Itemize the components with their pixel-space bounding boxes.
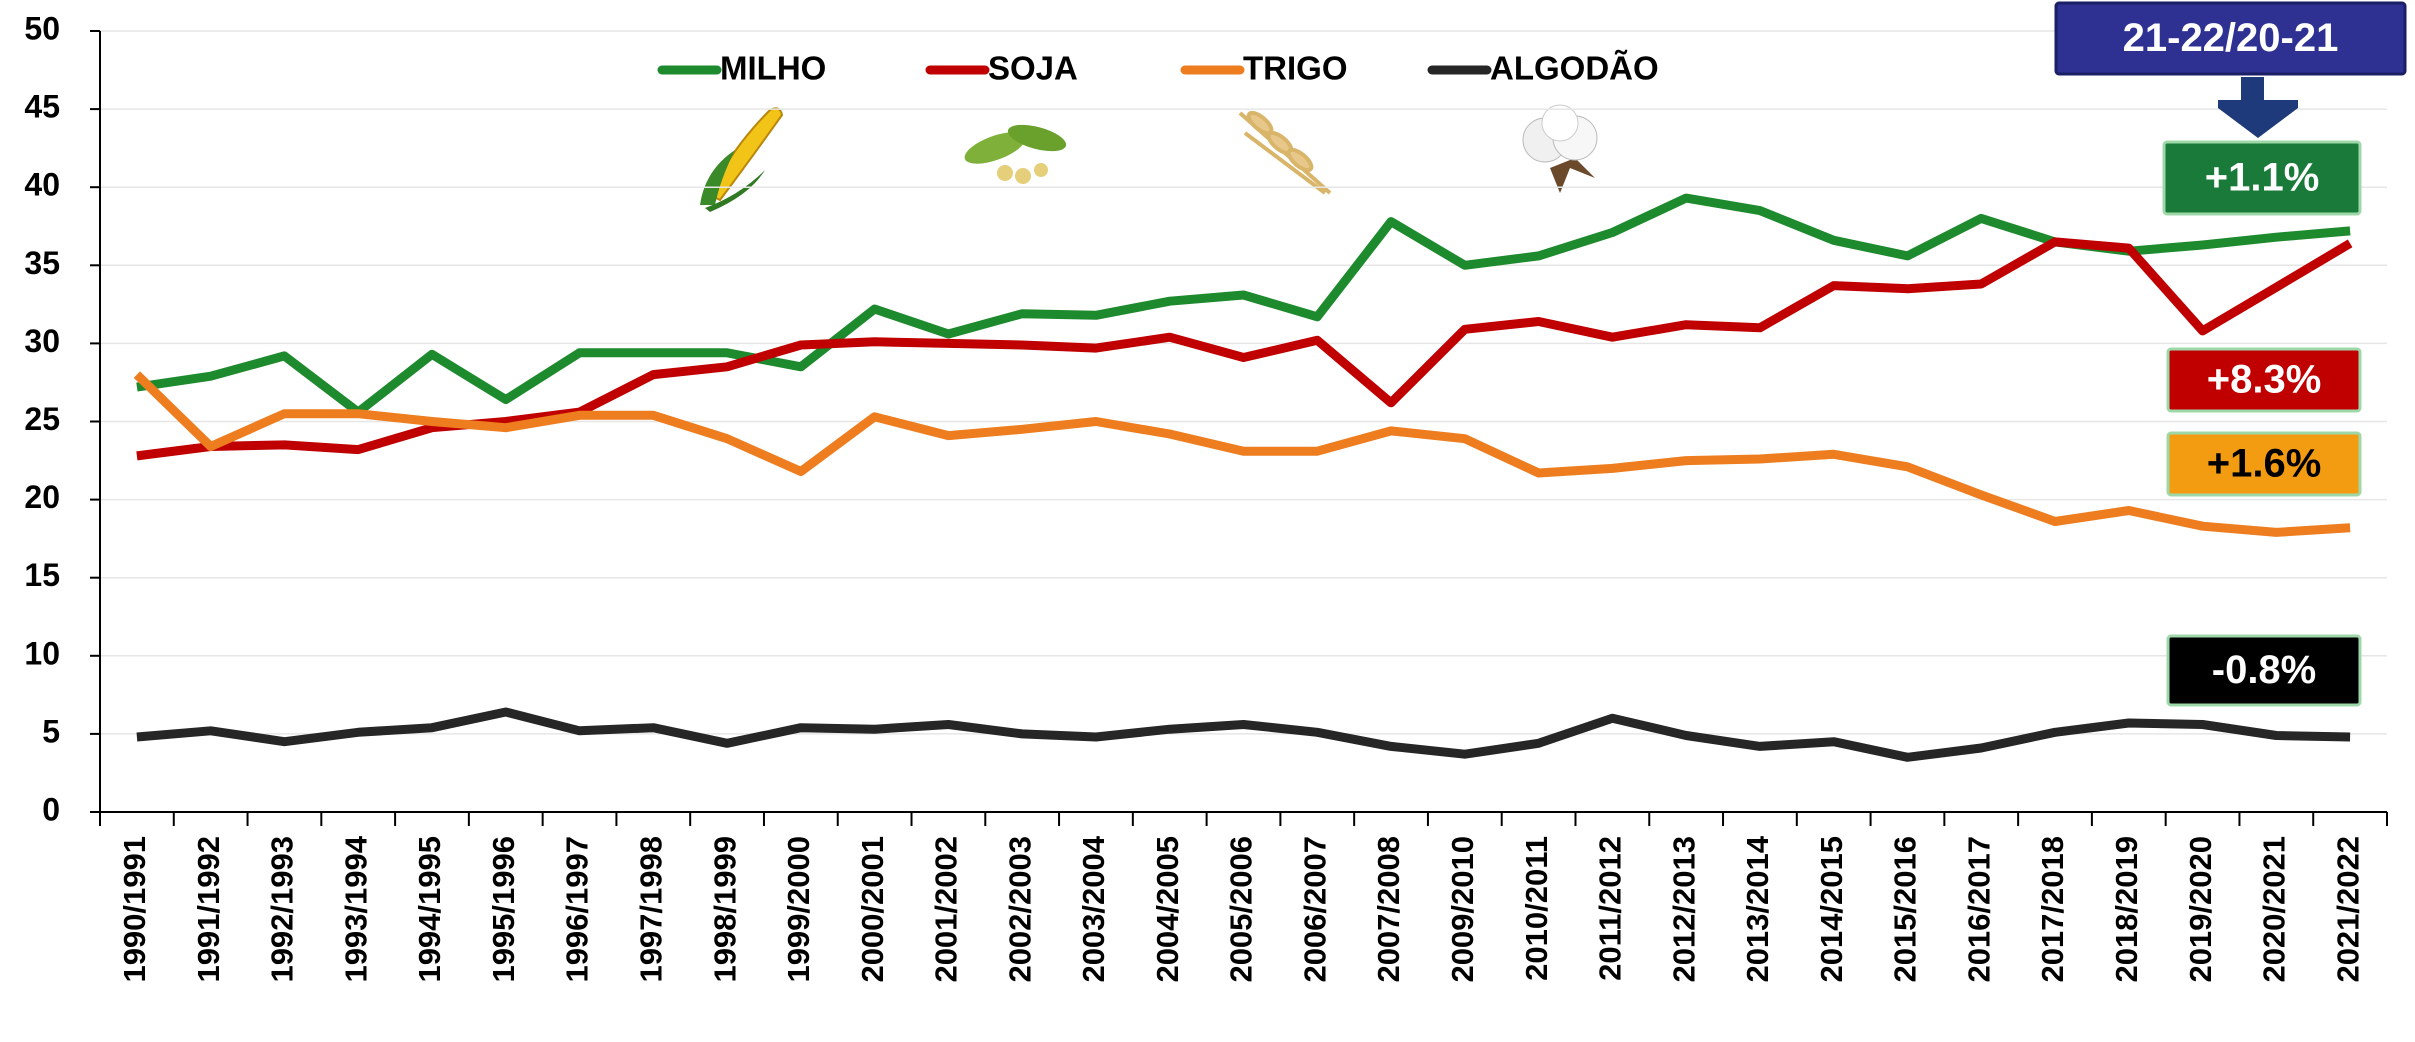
annotation-text: +1.6% bbox=[2207, 442, 2322, 486]
x-tick-label: 1993/1994 bbox=[338, 835, 373, 982]
annotation-box bbox=[2166, 347, 2362, 413]
legend-label: SOJA bbox=[988, 50, 1078, 87]
icons bbox=[700, 104, 1598, 212]
cotton-icon bbox=[1522, 104, 1598, 193]
x-tick-label: 2003/2004 bbox=[1076, 835, 1111, 982]
y-tick-label: 10 bbox=[24, 635, 60, 671]
x-tick-label: 2011/2012 bbox=[1593, 836, 1628, 981]
x-tick-label: 1995/1996 bbox=[486, 836, 521, 983]
x-tick-label: 2000/2001 bbox=[855, 836, 890, 983]
corn-icon bbox=[700, 107, 784, 212]
x-tick-label: 2002/2003 bbox=[1002, 836, 1037, 983]
x-tick-label: 2005/2006 bbox=[1224, 836, 1259, 983]
x-tick-label: 2004/2005 bbox=[1150, 836, 1185, 983]
y-tick-label: 0 bbox=[42, 791, 60, 827]
x-tick-label: 2021/2022 bbox=[2330, 836, 2365, 983]
y-tick-label: 50 bbox=[24, 10, 60, 46]
y-tick-label: 35 bbox=[24, 245, 60, 281]
annotation-box bbox=[2166, 634, 2362, 707]
wheat-icon bbox=[1238, 110, 1332, 195]
x-tick-label: 2016/2017 bbox=[1961, 836, 1996, 983]
x-tick-label: 1999/2000 bbox=[781, 836, 816, 983]
x-tick-label: 1997/1998 bbox=[633, 836, 668, 983]
x-tick-label: 2012/2013 bbox=[1666, 836, 1701, 983]
annotation-text: +1.1% bbox=[2205, 156, 2320, 200]
series-line bbox=[133, 371, 2351, 537]
annotation-box bbox=[2166, 431, 2362, 497]
y-tick-label: 40 bbox=[24, 167, 60, 203]
annotation-text: 21-22/20-21 bbox=[2123, 16, 2339, 60]
x-tick-label: 1994/1995 bbox=[412, 836, 447, 983]
x-tick-label: 2010/2011 bbox=[1519, 836, 1554, 981]
x-tick-label: 2015/2016 bbox=[1888, 836, 1923, 983]
legend-label: TRIGO bbox=[1243, 50, 1348, 87]
x-tick-label: 2017/2018 bbox=[2035, 836, 2070, 983]
annotation-text: +8.3% bbox=[2207, 358, 2322, 402]
annotation-box bbox=[2162, 140, 2362, 216]
legend-label: MILHO bbox=[720, 50, 826, 87]
series-line bbox=[136, 237, 2353, 461]
y-tick-label: 45 bbox=[24, 89, 60, 125]
annotation-arrow bbox=[2218, 77, 2298, 138]
x-tick-label: 1991/1992 bbox=[191, 836, 226, 983]
y-tick-label: 25 bbox=[24, 401, 60, 437]
x-tick-label: 2018/2019 bbox=[2109, 836, 2144, 983]
y-tick-label: 30 bbox=[24, 323, 60, 359]
series-line bbox=[136, 707, 2351, 762]
x-tick-label: 2007/2008 bbox=[1371, 836, 1406, 983]
x-tick-label: 2009/2010 bbox=[1445, 836, 1480, 983]
x-tick-label: 2013/2014 bbox=[1740, 835, 1775, 982]
soy-icon bbox=[964, 124, 1067, 184]
annotation-box bbox=[2054, 1, 2407, 76]
x-tick-label: 2020/2021 bbox=[2257, 836, 2292, 983]
x-tick-label: 1992/1993 bbox=[265, 836, 300, 983]
y-tick-label: 20 bbox=[24, 479, 60, 515]
x-tick-label: 2019/2020 bbox=[2183, 836, 2218, 983]
x-tick-label: 1996/1997 bbox=[560, 836, 595, 983]
x-tick-label: 1998/1999 bbox=[707, 836, 742, 983]
x-tick-label: 2001/2002 bbox=[929, 836, 964, 983]
series-line bbox=[136, 193, 2351, 417]
annotation-text: -0.8% bbox=[2212, 648, 2317, 692]
x-tick-label: 2006/2007 bbox=[1297, 836, 1332, 983]
x-tick-label: 1990/1991 bbox=[117, 836, 152, 983]
legend-label: ALGODÃO bbox=[1490, 50, 1659, 87]
y-tick-label: 15 bbox=[24, 557, 60, 593]
x-tick-label: 2014/2015 bbox=[1814, 836, 1849, 983]
y-tick-label: 5 bbox=[42, 713, 60, 749]
